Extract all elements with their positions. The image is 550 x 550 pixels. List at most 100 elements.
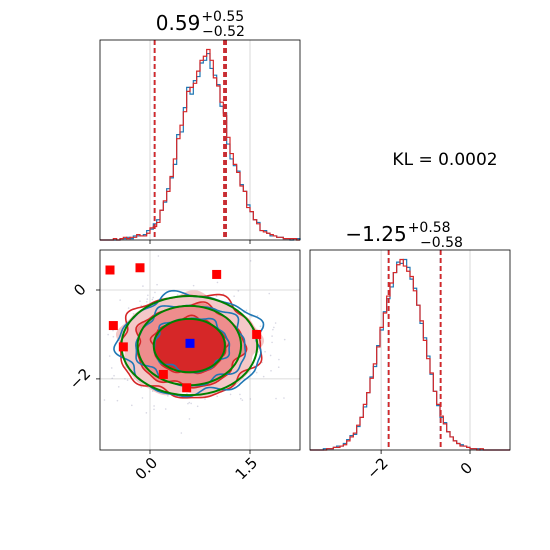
scatter-point <box>167 395 169 397</box>
joint-frame <box>99 249 301 451</box>
scatter-point <box>146 298 149 300</box>
scatter-point <box>268 292 271 295</box>
scatter-point <box>103 399 106 401</box>
scatter-point <box>108 355 111 357</box>
scatter-point <box>93 395 95 397</box>
scatter-point <box>113 374 115 377</box>
y-marginal-title: −1.25+0.58 <box>345 220 450 246</box>
scatter-point <box>233 295 235 297</box>
y-marginal-title-sub: −0.58 <box>420 235 463 251</box>
gaussian-contour <box>152 317 226 374</box>
scatter-point <box>190 402 192 405</box>
scatter-point <box>264 350 266 353</box>
y-marginal-quantile-lines <box>387 250 442 450</box>
scatter-point <box>119 299 121 301</box>
scatter-point <box>140 386 143 388</box>
scatter-point <box>269 354 272 357</box>
scatter-point <box>132 313 135 315</box>
histogram-series-1 <box>100 52 301 241</box>
sample-marker <box>252 329 262 339</box>
scatter-point <box>274 322 277 324</box>
scatter-point <box>272 328 274 331</box>
scatter-point <box>241 399 244 401</box>
scatter-point <box>259 325 262 328</box>
sample-marker <box>105 265 115 275</box>
histogram-series-2 <box>310 258 510 451</box>
scatter-point <box>145 412 148 414</box>
scatter-point <box>94 361 96 363</box>
scatter-point <box>151 298 154 301</box>
scatter-point <box>130 404 133 407</box>
scatter-point <box>278 358 280 361</box>
x-tick-label: 0.0 <box>132 454 162 484</box>
scatter-point <box>153 405 155 407</box>
scatter-point <box>111 377 114 380</box>
scatter-point <box>215 295 218 297</box>
y-marginal-ticks: −2 0 <box>363 450 476 483</box>
scatter-point <box>249 398 252 400</box>
x-marginal-quantile-lines <box>153 40 227 240</box>
scatter-point <box>139 300 141 302</box>
scatter-point <box>270 370 272 372</box>
scatter-point <box>117 386 120 388</box>
scatter-point <box>141 397 144 399</box>
sample-marker <box>182 383 192 393</box>
scatter-point <box>250 315 253 318</box>
x-marginal-frame <box>99 39 301 241</box>
scatter-point <box>239 393 241 396</box>
scatter-point <box>249 260 252 262</box>
x-tick-label: 0 <box>457 459 476 478</box>
x-marginal-histograms <box>100 48 301 241</box>
scatter-point <box>156 283 158 286</box>
true-point-marker <box>185 338 195 348</box>
scatter-point <box>69 291 71 293</box>
y-tick-label: 0 <box>70 280 89 299</box>
scatter-point <box>283 338 286 341</box>
scatter-point <box>142 285 144 287</box>
sample-marker <box>108 321 118 331</box>
scatter-point <box>255 371 258 374</box>
scatter-point <box>146 300 148 303</box>
scatter-point <box>273 326 275 329</box>
x-tick-label: −2 <box>363 454 391 482</box>
y-tick-label: −2 <box>66 365 94 393</box>
scatter-point <box>275 397 277 400</box>
joint-sample-markers <box>105 263 262 393</box>
x-marginal-title-sub: −0.52 <box>202 24 245 40</box>
joint-true-point <box>185 338 195 348</box>
scatter-point <box>187 402 189 405</box>
scatter-point <box>204 398 206 400</box>
scatter-point <box>196 405 199 408</box>
sample-marker <box>158 369 168 379</box>
scatter-point <box>147 294 149 297</box>
scatter-point <box>157 255 160 257</box>
scatter-point <box>180 432 183 434</box>
scatter-point <box>271 335 273 337</box>
scatter-point <box>112 329 114 332</box>
scatter-point <box>107 333 109 336</box>
scatter-point <box>126 379 129 382</box>
scatter-point <box>95 355 97 357</box>
scatter-point <box>229 393 232 396</box>
sample-marker <box>212 269 222 279</box>
scatter-point <box>262 375 265 378</box>
scatter-point <box>271 341 273 344</box>
histogram-series-1 <box>310 258 510 451</box>
joint-panel: 0.0 1.5 −2 0 <box>60 249 301 484</box>
scatter-point <box>60 318 62 320</box>
scatter-point <box>140 304 143 307</box>
scatter-point <box>216 281 219 284</box>
kl-label: KL = 0.0002 <box>392 150 497 170</box>
scatter-point <box>152 296 155 299</box>
scatter-point <box>192 284 195 287</box>
scatter-point <box>110 367 113 369</box>
scatter-point <box>176 294 179 296</box>
scatter-point <box>154 291 156 294</box>
scatter-point <box>245 309 248 312</box>
sample-marker <box>135 263 145 273</box>
scatter-point <box>216 395 218 398</box>
scatter-point <box>237 290 240 292</box>
scatter-point <box>253 364 255 367</box>
scatter-point <box>124 377 126 380</box>
scatter-point <box>69 344 71 346</box>
